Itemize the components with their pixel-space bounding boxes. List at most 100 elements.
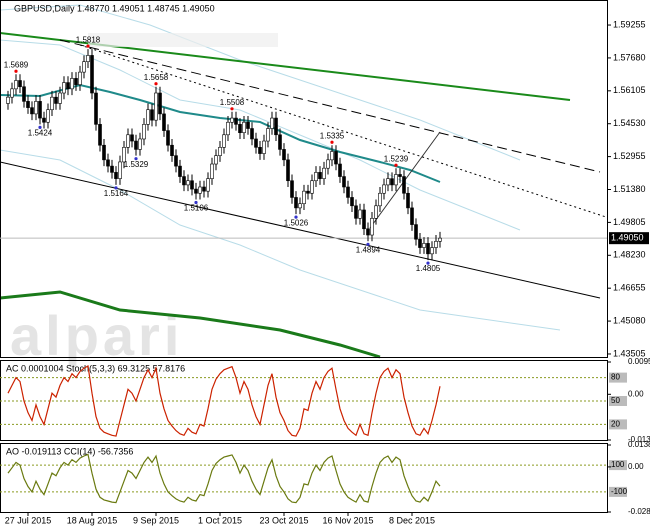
y-tick-label: 1.59255 (613, 19, 646, 29)
swing-label: 1.5335 (320, 131, 345, 140)
swing-dot (86, 44, 90, 48)
swing-dot (114, 186, 118, 190)
candle-body (374, 205, 378, 219)
candle-body (6, 96, 10, 104)
candle-body (302, 190, 306, 205)
candle-body (350, 197, 354, 207)
candle-body (290, 180, 294, 198)
candle-body (354, 205, 358, 219)
candle-body (138, 138, 142, 150)
level-box (609, 396, 627, 406)
swing-label: 1.5658 (144, 73, 169, 82)
candle-body (74, 78, 78, 85)
candle-body (122, 147, 126, 163)
candle-body (30, 107, 34, 115)
candle-body (310, 180, 314, 194)
indicator-line (7, 364, 441, 437)
candle-body (106, 159, 110, 167)
candle-body (410, 207, 414, 225)
candle-body (322, 167, 326, 179)
candle-body (214, 155, 218, 165)
candle-body (102, 144, 106, 161)
candle-body (314, 172, 318, 182)
candle-body (62, 82, 66, 94)
swing-dot (394, 163, 398, 167)
band-line (0, 149, 561, 331)
candle-body (194, 188, 198, 194)
candle-body (294, 197, 298, 209)
candle-body (150, 109, 154, 121)
candle-body (18, 80, 22, 88)
swing-label: 1.5106 (184, 204, 209, 213)
y-tick-label: 1.54530 (613, 118, 646, 128)
level-label: 80 (611, 373, 620, 382)
candle-body (258, 147, 262, 154)
x-tick-label: 9 Sep 2015 (133, 515, 179, 525)
candle-body (250, 128, 254, 140)
x-tick-label: 16 Nov 2015 (322, 515, 373, 525)
y2-tick-label: 0.009514 (628, 357, 650, 366)
candle-body (254, 138, 258, 148)
y-tick-label: 1.45080 (613, 315, 646, 325)
x-tick-label: 1 Oct 2015 (198, 515, 242, 525)
swing-label: 1.4894 (356, 245, 381, 254)
y-tick-label: 1.51380 (613, 184, 646, 194)
swing-dot (14, 69, 18, 73)
y-tick-label: 1.52955 (613, 151, 646, 161)
candle-body (402, 176, 406, 194)
candle-body (166, 130, 170, 146)
swing-label: 1.5424 (28, 128, 53, 137)
candle-body (26, 101, 30, 108)
swing-dot (194, 200, 198, 205)
zone (88, 33, 278, 47)
candle-body (262, 140, 266, 154)
y-tick-label: 1.57680 (613, 52, 646, 62)
x-tick-label: 18 Aug 2015 (67, 515, 118, 525)
candle-body (182, 176, 186, 186)
candle-body (66, 82, 70, 90)
chart-title: GBPUSD,Daily 1.48770 1.49051 1.48745 1.4… (14, 3, 215, 13)
x-tick-label: 8 Dec 2015 (389, 515, 435, 525)
candle-body (78, 71, 82, 85)
swing-dot (330, 140, 334, 144)
candle-body (14, 80, 18, 90)
level-label: 50 (611, 396, 620, 405)
candle-body (414, 224, 418, 240)
y2-tick-label: 0.00 (628, 462, 644, 471)
y2-tick-label: -0.013461 (628, 435, 650, 444)
main-frame (0, 0, 608, 358)
candle-body (114, 172, 118, 179)
lower-band (0, 290, 381, 359)
panel-title: AO -0.019113 CCI(14) -56.7356 (6, 446, 133, 456)
candle-body (246, 121, 250, 129)
candle-body (22, 86, 26, 102)
last-price-box (609, 232, 649, 245)
candle-body (346, 186, 350, 198)
last-price-label: 1.49050 (611, 233, 644, 243)
swing-dot (230, 107, 234, 111)
level-label: 20 (611, 420, 620, 429)
candle-body (50, 96, 54, 111)
candle-body (170, 144, 174, 156)
candle-body (174, 155, 178, 167)
candle-body (54, 96, 58, 104)
y2-tick-label: -0.028587 (628, 507, 650, 516)
candle-body (318, 172, 322, 179)
candle-body (34, 101, 38, 115)
candle-body (42, 117, 46, 123)
candle-body (434, 240, 438, 248)
candle-body (94, 92, 98, 125)
candle-body (370, 218, 374, 236)
candle-body (234, 117, 238, 125)
candle-body (330, 151, 334, 161)
level-box (609, 372, 627, 383)
y-tick-label: 1.56105 (613, 85, 646, 95)
swing-dot (366, 242, 370, 246)
candle-body (338, 163, 342, 177)
swing-label: 1.5508 (220, 98, 245, 107)
y-tick-label: 1.43505 (613, 348, 646, 358)
swing-label: 1.5818 (76, 35, 101, 44)
level-box (609, 419, 627, 430)
candle-body (418, 238, 422, 248)
candle-body (210, 163, 214, 179)
